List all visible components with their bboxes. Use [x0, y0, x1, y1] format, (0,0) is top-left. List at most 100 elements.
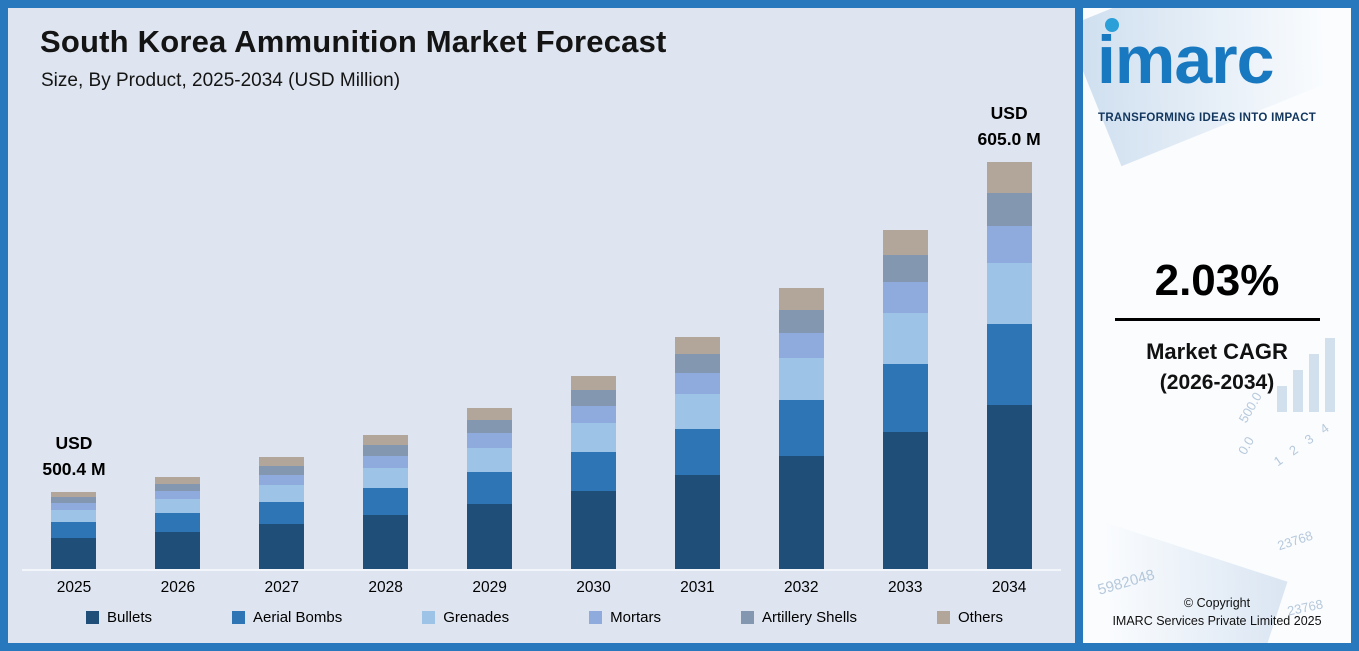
- side-panel: imarc TRANSFORMING IDEAS INTO IMPACT 2.0…: [1075, 8, 1351, 643]
- bar-segment-others: [51, 492, 97, 497]
- legend-item-others: Others: [936, 608, 1003, 626]
- x-axis-label-2028: 2028: [368, 579, 403, 596]
- bar-column-2033: [853, 230, 957, 569]
- chart-bars-area: USD 500.4 M USD 605.0 M: [22, 103, 1061, 569]
- bar-segment-artillery-shells: [51, 497, 97, 503]
- bar-segment-others: [570, 376, 616, 390]
- bar-segment-others: [674, 337, 720, 354]
- legend-label: Artillery Shells: [761, 608, 857, 626]
- x-axis-label-2030: 2030: [576, 579, 611, 596]
- x-axis-labels: 2025 2026 2027 2028 2029 2030 2031 2032 2033 2034: [22, 571, 1061, 605]
- page-subtitle: Size, By Product, 2025-2034 (USD Million…: [41, 70, 401, 91]
- x-axis-label-2027: 2027: [264, 579, 299, 596]
- legend-label: Bullets: [107, 608, 153, 626]
- bar-segment-grenades: [259, 485, 305, 502]
- bar-segment-grenades: [467, 448, 513, 472]
- legend-label: Mortars: [610, 608, 661, 626]
- x-axis-label-2025: 2025: [56, 579, 92, 596]
- imarc-logo-text: imarc: [1097, 22, 1274, 98]
- bar-segment-grenades: [570, 423, 616, 452]
- decorative-bar: [1293, 370, 1303, 412]
- imarc-logo-dot-icon: [1105, 18, 1119, 32]
- bar-segment-grenades: [986, 263, 1032, 324]
- legend-swatch-others: [936, 610, 950, 624]
- bar-segment-aerial-bombs: [467, 472, 513, 504]
- x-axis-label-2034: 2034: [991, 579, 1027, 596]
- bar-segment-mortars: [882, 282, 928, 313]
- bar-segment-others: [778, 288, 824, 310]
- stacked-bar-chart: USD 500.4 M USD 605.0 M 2025 2026 2027 2028 2…: [22, 103, 1061, 635]
- bar-segment-grenades: [778, 358, 824, 400]
- x-axis-label-2026: 2026: [160, 579, 196, 596]
- x-axis-label-2033: 2033: [887, 579, 923, 596]
- bar-segment-grenades: [51, 510, 97, 522]
- stacked-bar-2029: [467, 408, 513, 569]
- stacked-bar-2028: [363, 435, 409, 569]
- legend-label: Others: [957, 608, 1003, 626]
- x-axis-line: [22, 569, 1061, 571]
- legend-swatch-artillery-shells: [740, 610, 754, 624]
- bar-segment-mortars: [986, 226, 1032, 263]
- bar-segment-bullets: [51, 538, 97, 569]
- bar-segment-aerial-bombs: [155, 513, 201, 532]
- bar-segment-bullets: [155, 532, 201, 569]
- stacked-bar-2027: [259, 457, 305, 569]
- legend-item-artillery-shells: Artillery Shells: [740, 608, 857, 626]
- bar-segment-others: [259, 457, 305, 466]
- decorative-bar: [1309, 354, 1319, 412]
- bar-segment-mortars: [51, 503, 97, 510]
- bar-segment-artillery-shells: [155, 484, 201, 491]
- bar-segment-bullets: [259, 524, 305, 569]
- imarc-tagline: TRANSFORMING IDEAS INTO IMPACT: [1098, 112, 1317, 124]
- stacked-bar-2026: [155, 477, 201, 569]
- legend-swatch-aerial-bombs: [232, 610, 246, 624]
- decorative-bar: [1277, 386, 1287, 412]
- bar-segment-bullets: [882, 432, 928, 569]
- x-axis-label-2031: 2031: [680, 579, 715, 596]
- legend-item-mortars: Mortars: [589, 609, 661, 626]
- stacked-bar-2034: [986, 162, 1032, 569]
- bar-segment-artillery-shells: [363, 445, 409, 456]
- chart-legend: Bullets Aerial Bombs Grenades Mortars Artill…: [22, 605, 1061, 635]
- bar-segment-artillery-shells: [778, 310, 824, 333]
- decorative-bar: [1325, 338, 1335, 412]
- stacked-bar-2025: [51, 492, 97, 569]
- bar-column-2026: [126, 477, 230, 569]
- bar-segment-aerial-bombs: [570, 452, 616, 491]
- legend-label: Grenades: [443, 608, 510, 626]
- bar-segment-grenades: [155, 499, 201, 513]
- bar-column-2034: USD 605.0 M: [957, 103, 1061, 569]
- bar-segment-aerial-bombs: [882, 364, 928, 432]
- bar-segment-bullets: [778, 456, 824, 569]
- legend-item-aerial-bombs: Aerial Bombs: [232, 609, 342, 626]
- bar-column-2032: [749, 288, 853, 569]
- bar-column-2025: USD 500.4 M: [22, 433, 126, 569]
- cagr-block: 2.03% Market CAGR (2026-2034): [1083, 256, 1351, 395]
- bar-segment-mortars: [570, 406, 616, 423]
- bar-segment-grenades: [674, 394, 720, 429]
- bar-segment-aerial-bombs: [986, 324, 1032, 405]
- cagr-divider: [1114, 318, 1320, 321]
- bar-segment-bullets: [986, 405, 1032, 569]
- bar-segment-aerial-bombs: [51, 522, 97, 538]
- chart-panel: South Korea Ammunition Market Forecast S…: [8, 8, 1075, 643]
- stacked-bar-2032: [778, 288, 824, 569]
- stacked-bar-2030: [570, 376, 616, 569]
- bar-segment-others: [986, 162, 1032, 193]
- copyright-line1: © Copyright: [1183, 595, 1251, 610]
- bar-segment-grenades: [882, 313, 928, 364]
- page-title: South Korea Ammunition Market Forecast: [40, 24, 667, 59]
- bar-segment-others: [363, 435, 409, 445]
- bar-segment-bullets: [570, 491, 616, 569]
- x-axis-label-2032: 2032: [784, 579, 819, 596]
- bar-segment-others: [155, 477, 201, 484]
- bar-segment-aerial-bombs: [259, 502, 305, 524]
- x-axis-label-2029: 2029: [472, 579, 507, 596]
- decorative-mini-chart: [1277, 338, 1335, 412]
- bar-segment-bullets: [363, 515, 409, 569]
- bar-segment-grenades: [363, 468, 409, 488]
- bar-segment-aerial-bombs: [674, 429, 720, 475]
- bar-column-2027: [230, 457, 334, 569]
- bar-segment-mortars: [778, 333, 824, 358]
